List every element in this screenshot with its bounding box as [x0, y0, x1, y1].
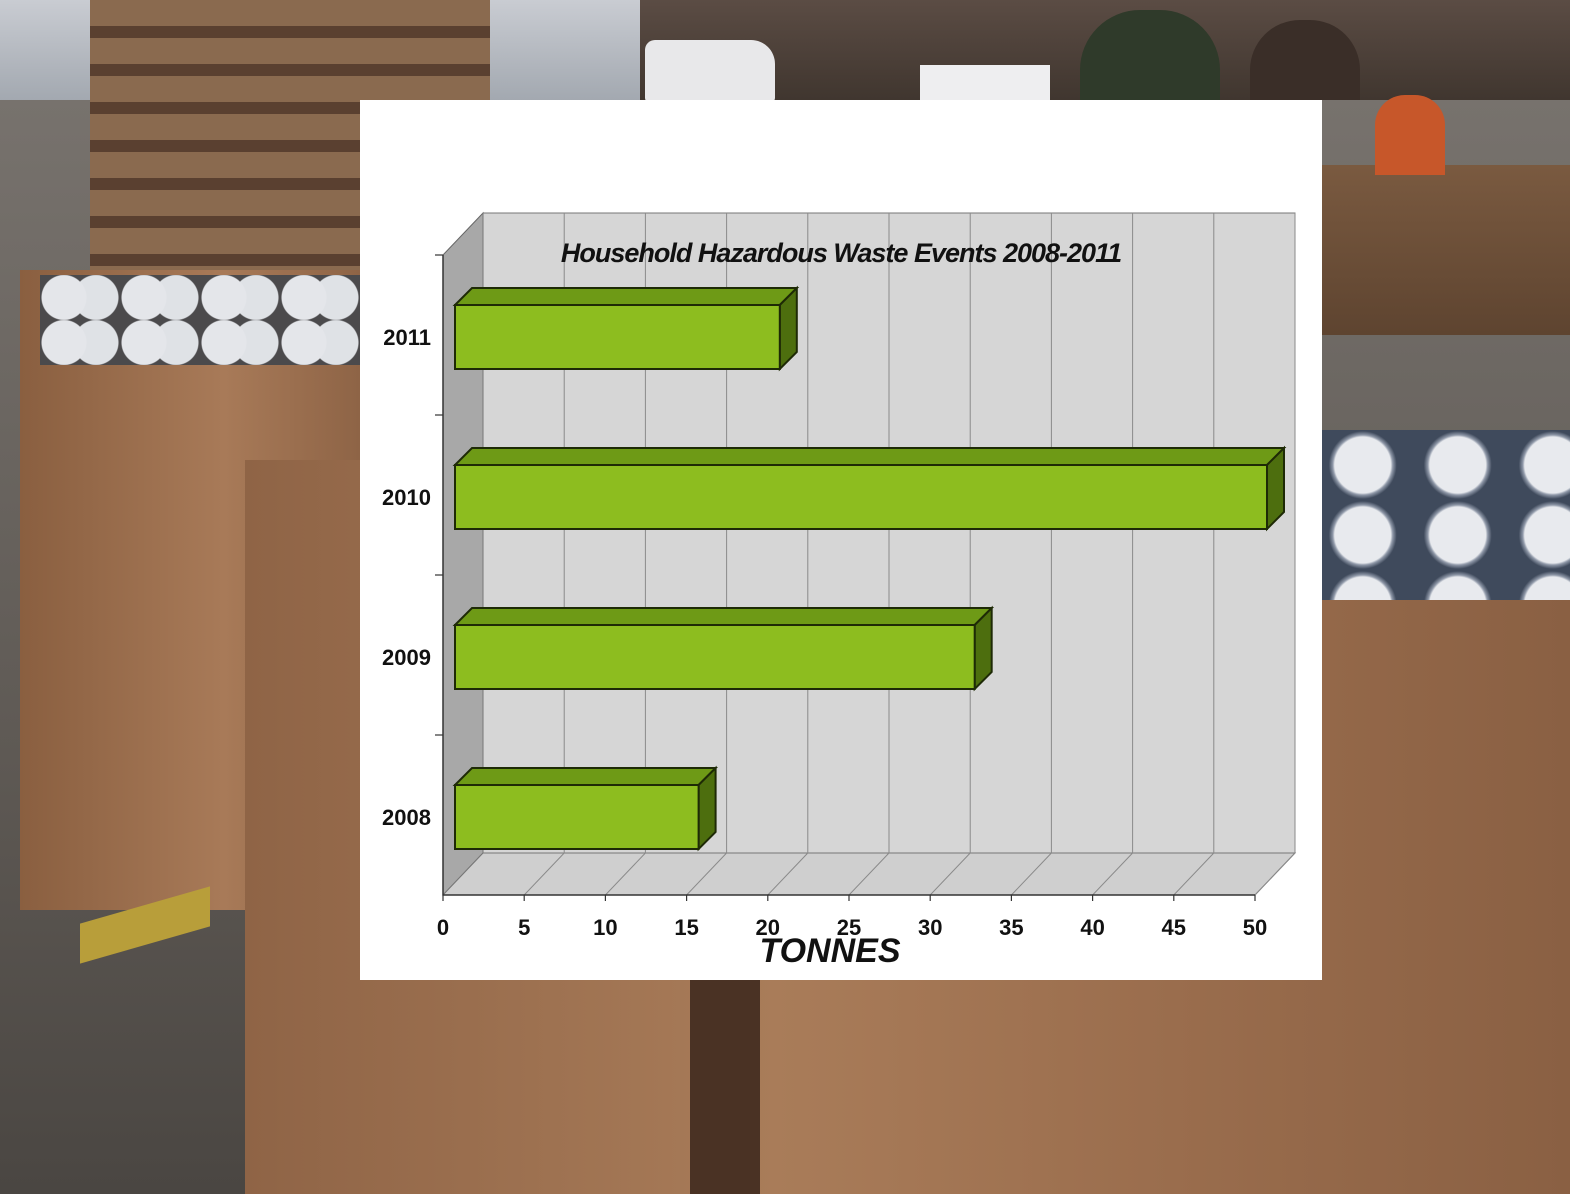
- x-axis-title: TONNES: [759, 932, 901, 970]
- y-tick-label: 2010: [382, 485, 431, 510]
- x-tick-label: 50: [1243, 915, 1267, 940]
- worker: [1375, 95, 1445, 175]
- x-tick-label: 45: [1162, 915, 1186, 940]
- paint-cans-left: [40, 275, 360, 365]
- truck: [645, 40, 775, 102]
- floor-gridline: [1011, 852, 1052, 896]
- bar: [454, 304, 781, 370]
- floor-gridline: [686, 852, 727, 896]
- bar: [454, 624, 976, 690]
- chart-title: Household Hazardous Waste Events 2008-20…: [560, 238, 1122, 268]
- floor-gridline: [848, 852, 890, 896]
- box-crease: [690, 980, 760, 1194]
- bar-top: [452, 447, 1287, 466]
- tree: [1080, 10, 1220, 110]
- trailer: [920, 65, 1050, 105]
- x-tick-label: 30: [918, 915, 942, 940]
- bar-chart: 0 5 10 15 20 25 30 35 40 45 50 2008 2009 2010 2011: [382, 211, 1297, 940]
- y-tick-label: 2008: [382, 805, 431, 830]
- floor-gridline: [1092, 852, 1133, 896]
- x-tick-label: 15: [674, 915, 698, 940]
- floor-gridline: [605, 852, 646, 896]
- y-tick-label: 2011: [383, 325, 431, 350]
- floor-gridline: [1173, 852, 1215, 896]
- x-tick-label: 5: [518, 915, 530, 940]
- chart-panel: 0 5 10 15 20 25 30 35 40 45 50 2008 2009 2010 2011 Hou…: [360, 100, 1322, 980]
- floor-gridline: [1254, 852, 1296, 896]
- bar: [454, 464, 1268, 530]
- bar-top: [452, 767, 719, 786]
- floor-gridline: [929, 852, 971, 896]
- paint-cans-right: [1320, 430, 1570, 600]
- floor-gridline: [523, 852, 565, 896]
- x-tick-label: 40: [1080, 915, 1104, 940]
- x-tick-label: 0: [437, 915, 449, 940]
- tree: [1250, 20, 1360, 110]
- x-tick-label: 10: [593, 915, 617, 940]
- x-tick-label: 25: [837, 915, 861, 940]
- bar-top: [452, 287, 800, 306]
- x-tick-label: 35: [999, 915, 1023, 940]
- cardboard-bin-right: [1320, 165, 1570, 335]
- floor-gridline: [767, 852, 809, 896]
- bar: [454, 784, 700, 850]
- x-tick-label: 20: [756, 915, 780, 940]
- bar-top: [452, 607, 995, 626]
- y-tick-label: 2009: [382, 645, 431, 670]
